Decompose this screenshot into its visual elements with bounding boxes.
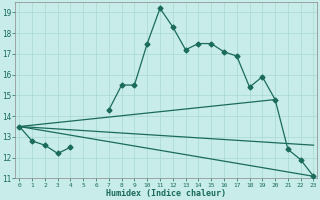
X-axis label: Humidex (Indice chaleur): Humidex (Indice chaleur) bbox=[107, 189, 227, 198]
